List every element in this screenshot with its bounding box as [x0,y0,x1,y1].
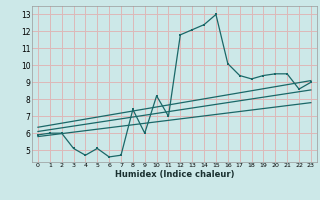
X-axis label: Humidex (Indice chaleur): Humidex (Indice chaleur) [115,170,234,179]
